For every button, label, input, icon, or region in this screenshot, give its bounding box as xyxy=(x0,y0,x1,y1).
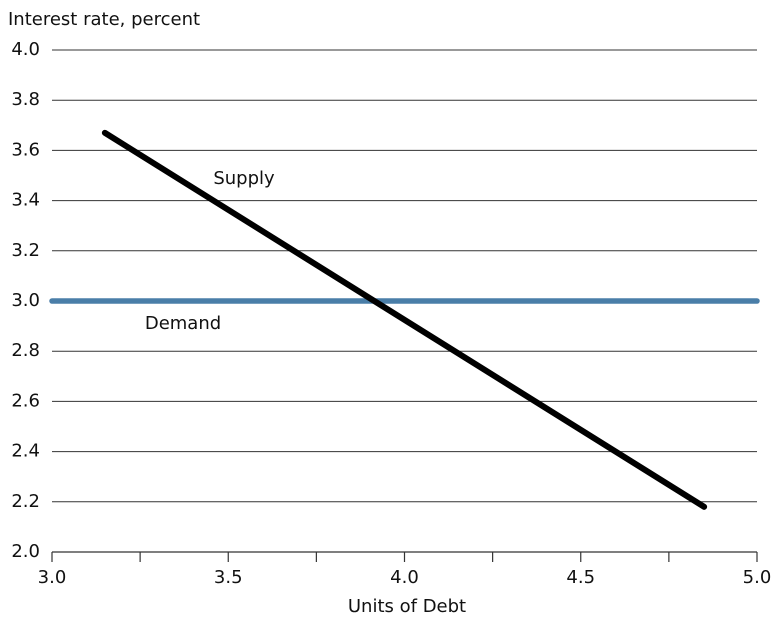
x-tick-label: 5.0 xyxy=(743,567,772,588)
x-tick-label: 3.5 xyxy=(214,567,243,588)
x-tick-label: 4.0 xyxy=(390,567,419,588)
x-tick-label: 4.5 xyxy=(566,567,595,588)
y-tick-label: 3.2 xyxy=(11,240,40,261)
y-tick-label: 2.8 xyxy=(11,340,40,361)
series-label: Supply xyxy=(213,168,275,189)
y-tick-label: 3.0 xyxy=(11,290,40,311)
y-tick-label: 4.0 xyxy=(11,39,40,60)
y-tick-label: 3.8 xyxy=(11,89,40,110)
series-label: Demand xyxy=(145,313,221,334)
chart-title: Interest rate, percent xyxy=(8,9,200,30)
x-tick-label: 3.0 xyxy=(38,567,67,588)
y-tick-label: 3.4 xyxy=(11,190,40,211)
y-tick-label: 2.0 xyxy=(11,541,40,562)
series-line xyxy=(101,129,708,510)
y-tick-label: 2.4 xyxy=(11,441,40,462)
x-axis-label: Units of Debt xyxy=(348,596,466,617)
y-tick-label: 2.6 xyxy=(11,390,40,411)
y-tick-label: 2.2 xyxy=(11,491,40,512)
y-tick-label: 3.6 xyxy=(11,139,40,160)
